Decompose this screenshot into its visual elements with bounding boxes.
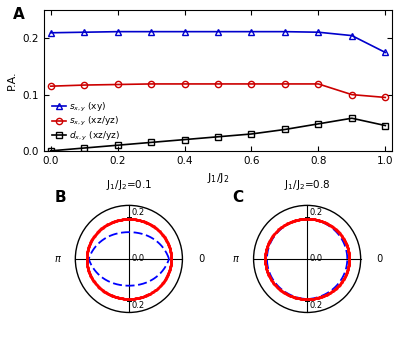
- Legend: $s_{x,y}$ (xy), $s_{x,y}$ (xz/yz), $d_{x,y}$ (xz/yz): $s_{x,y}$ (xy), $s_{x,y}$ (xz/yz), $d_{x…: [48, 97, 124, 146]
- $s_{x,y}$ (xz/yz): [350, 93, 354, 97]
- Text: 0.2: 0.2: [132, 208, 145, 217]
- Text: $\pi$: $\pi$: [232, 254, 240, 264]
- $d_{x,y}$ (xz/yz): [182, 138, 187, 142]
- Text: 0.2: 0.2: [310, 301, 323, 310]
- $s_{x,y}$ (xz/yz): [149, 82, 154, 86]
- $s_{x,y}$ (xy): [383, 50, 388, 55]
- Text: 0: 0: [374, 254, 383, 264]
- $s_{x,y}$ (xy): [282, 29, 287, 34]
- $d_{x,y}$ (xz/yz): [383, 123, 388, 128]
- Text: B: B: [54, 190, 66, 205]
- Line: $s_{x,y}$ (xz/yz): $s_{x,y}$ (xz/yz): [48, 81, 388, 100]
- $s_{x,y}$ (xy): [149, 29, 154, 34]
- $s_{x,y}$ (xz/yz): [115, 82, 120, 86]
- $s_{x,y}$ (xy): [249, 29, 254, 34]
- $d_{x,y}$ (xz/yz): [82, 146, 86, 150]
- $s_{x,y}$ (xz/yz): [249, 82, 254, 86]
- $d_{x,y}$ (xz/yz): [249, 132, 254, 136]
- $s_{x,y}$ (xy): [350, 34, 354, 38]
- $s_{x,y}$ (xz/yz): [48, 84, 53, 88]
- $s_{x,y}$ (xy): [48, 31, 53, 35]
- Title: J$_1$/J$_2$=0.8: J$_1$/J$_2$=0.8: [284, 178, 330, 192]
- Line: $d_{x,y}$ (xz/yz): $d_{x,y}$ (xz/yz): [48, 115, 388, 154]
- $s_{x,y}$ (xz/yz): [282, 82, 287, 86]
- Text: 0: 0: [196, 254, 205, 264]
- Text: 0.2: 0.2: [310, 208, 323, 217]
- $d_{x,y}$ (xz/yz): [216, 135, 220, 139]
- Text: C: C: [232, 190, 244, 205]
- $s_{x,y}$ (xz/yz): [182, 82, 187, 86]
- Text: $\pi$: $\pi$: [54, 254, 62, 264]
- $s_{x,y}$ (xz/yz): [82, 83, 86, 87]
- $s_{x,y}$ (xz/yz): [383, 95, 388, 99]
- Text: A: A: [13, 8, 24, 23]
- $d_{x,y}$ (xz/yz): [115, 143, 120, 147]
- Title: J$_1$/J$_2$=0.1: J$_1$/J$_2$=0.1: [106, 178, 152, 192]
- $s_{x,y}$ (xz/yz): [316, 82, 321, 86]
- $d_{x,y}$ (xz/yz): [149, 140, 154, 144]
- $s_{x,y}$ (xy): [216, 29, 220, 34]
- $s_{x,y}$ (xz/yz): [216, 82, 220, 86]
- $d_{x,y}$ (xz/yz): [282, 127, 287, 131]
- $s_{x,y}$ (xy): [115, 29, 120, 34]
- Text: 0.0: 0.0: [310, 255, 323, 263]
- Y-axis label: P.A.: P.A.: [7, 71, 17, 90]
- $d_{x,y}$ (xz/yz): [48, 149, 53, 153]
- $d_{x,y}$ (xz/yz): [316, 122, 321, 126]
- $s_{x,y}$ (xy): [316, 30, 321, 34]
- Text: 0.2: 0.2: [132, 301, 145, 310]
- Text: 0.0: 0.0: [132, 255, 145, 263]
- Line: $s_{x,y}$ (xy): $s_{x,y}$ (xy): [48, 28, 388, 56]
- $s_{x,y}$ (xy): [182, 29, 187, 34]
- $d_{x,y}$ (xz/yz): [350, 116, 354, 120]
- $s_{x,y}$ (xy): [82, 30, 86, 34]
- X-axis label: J$_1$/J$_2$: J$_1$/J$_2$: [207, 171, 229, 185]
